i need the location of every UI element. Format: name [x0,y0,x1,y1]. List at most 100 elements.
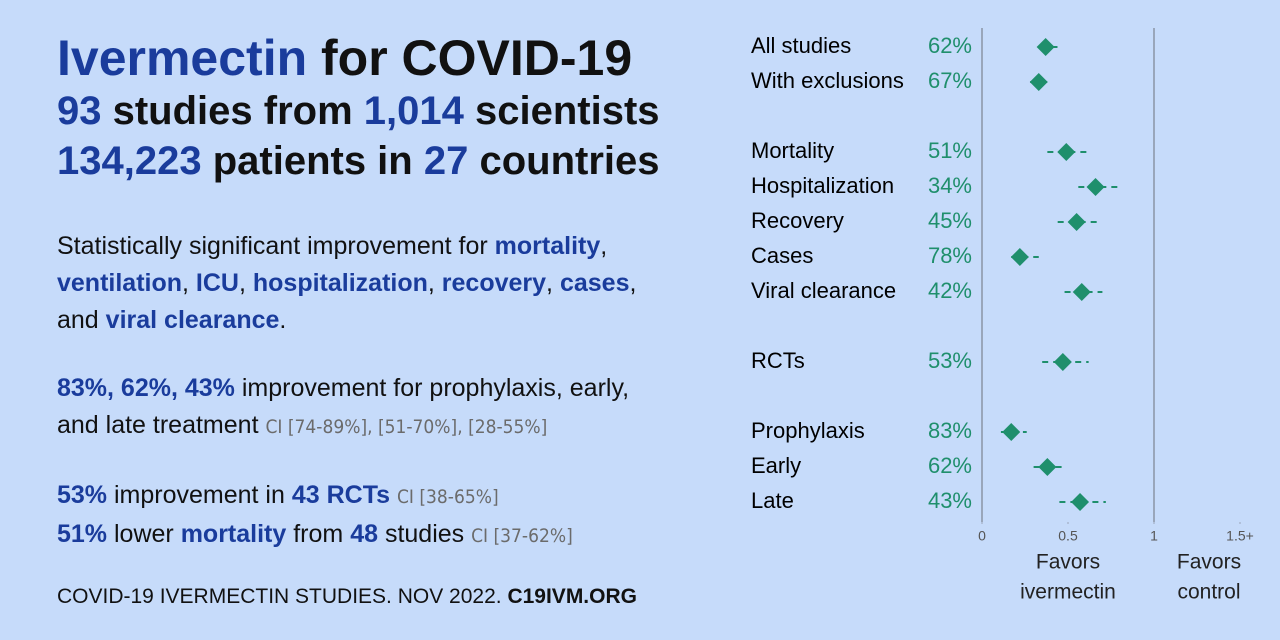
text-run: 51% [57,520,108,548]
point-estimate [1067,213,1086,231]
point-estimate [1071,493,1090,511]
text-run: mortality [494,232,601,260]
text-line: ventilation, ICU, hospitalization, recov… [57,265,636,302]
text-run: , [427,269,442,297]
point-estimate [1002,423,1021,441]
text-run: countries [468,139,660,183]
x-tick-label: 0.5 [1058,528,1078,544]
x-tick-label: 1 [1150,528,1158,544]
text-run: scientists [463,89,660,133]
improvement-label: 62% [928,33,972,58]
row-label: Prophylaxis [751,418,865,443]
row-label: Late [751,488,794,513]
text-run: , [238,269,253,297]
text-run: , [546,269,560,297]
text-run: hospitalization [252,269,428,297]
text-run: ventilation [57,269,183,297]
text-line: and viral clearance. [57,302,636,339]
row-label: Early [751,453,801,478]
text-run: CI [74-89%], [51-70%], [28-55%] [265,416,548,438]
text-line: Ivermectin for COVID-19 [57,30,660,86]
row-label: RCTs [751,348,805,373]
text-run: 53% [57,481,108,509]
text-run: , [182,269,196,297]
text-line: 53% improvement in 43 RCTs CI [38-65%] [57,477,573,516]
paragraph: 53% improvement in 43 RCTs CI [38-65%] 51… [57,477,573,555]
x-tick-label: 1.5+ [1226,528,1254,544]
text-run: improvement for prophylaxis, early, [234,374,630,402]
text-run: studies [378,520,472,548]
text-line: 51% lower mortality from 48 studies CI [… [57,516,573,555]
text-run: cases [559,269,630,297]
text-run: recovery [441,269,547,297]
improvement-label: 51% [928,138,972,163]
text-run: for COVID-19 [307,30,633,86]
text-line: 134,223 patients in 27 countries [57,136,660,186]
footer: COVID-19 IVERMECTIN STUDIES. NOV 2022. C… [57,585,637,609]
text-run: ICU [195,269,239,297]
row-label: Mortality [751,138,834,163]
improvement-label: 78% [928,243,972,268]
text-run: 134,223 [57,139,202,183]
point-estimate [1057,143,1076,161]
improvement-label: 42% [928,278,972,303]
improvement-label: 45% [928,208,972,233]
point-estimate [1072,283,1091,301]
x-axis-label: Favors [1177,551,1241,574]
row-label: Recovery [751,208,844,233]
row-label: All studies [751,33,851,58]
text-run: 83%, 62%, 43% [57,374,235,402]
paragraph: 83%, 62%, 43% improvement for prophylaxi… [57,370,629,446]
text-line: 93 studies from 1,014 scientists [57,86,660,136]
text-run: improvement in [107,481,292,509]
text-run: , [629,269,637,297]
row-label: With exclusions [751,68,904,93]
text-run: mortality [180,520,287,548]
row-label: Viral clearance [751,278,896,303]
text-run: CI [38-65%] [396,486,499,508]
text-run: patients in [201,139,424,183]
point-estimate [1086,178,1105,196]
x-axis-label: ivermectin [1020,581,1116,604]
text-run: CI [37-62%] [471,525,573,547]
point-estimate [1029,73,1048,91]
row-label: Hospitalization [751,173,894,198]
text-run: 43 RCTs [291,481,391,509]
improvement-label: 34% [928,173,972,198]
text-run: 48 [350,520,378,548]
improvement-label: 53% [928,348,972,373]
text-run: , [600,232,608,260]
point-estimate [1038,458,1057,476]
text-run: viral clearance [105,306,280,334]
text-run: lower [107,520,181,548]
text-run: and [57,306,106,334]
point-estimate [1053,353,1072,371]
text-run: from [286,520,351,548]
text-run: Ivermectin [57,30,308,86]
text-run: studies from [101,89,364,133]
header: Ivermectin for COVID-19 93 studies from 1… [57,30,660,186]
improvement-label: 62% [928,453,972,478]
improvement-label: 67% [928,68,972,93]
text-line: Statistically significant improvement fo… [57,228,636,265]
row-label: Cases [751,243,813,268]
text-line: 83%, 62%, 43% improvement for prophylaxi… [57,370,629,407]
text-run: Statistically significant improvement fo… [57,232,495,260]
text-run: COVID-19 IVERMECTIN STUDIES. NOV 2022. [57,585,508,608]
text-run: . [279,306,287,334]
x-axis-label: Favors [1036,551,1100,574]
text-run: C19IVM.ORG [507,585,637,608]
improvement-label: 43% [928,488,972,513]
paragraph: Statistically significant improvement fo… [57,228,636,339]
text-run: 27 [423,139,469,183]
text-run: 1,014 [363,89,464,133]
x-axis-label: control [1177,581,1240,604]
text-run: 93 [57,89,102,133]
point-estimate [1010,248,1029,266]
x-tick-label: 0 [978,528,986,544]
text-line: and late treatment CI [74-89%], [51-70%]… [57,407,629,446]
text-run: and late treatment [57,411,266,439]
point-estimate [1036,38,1055,56]
